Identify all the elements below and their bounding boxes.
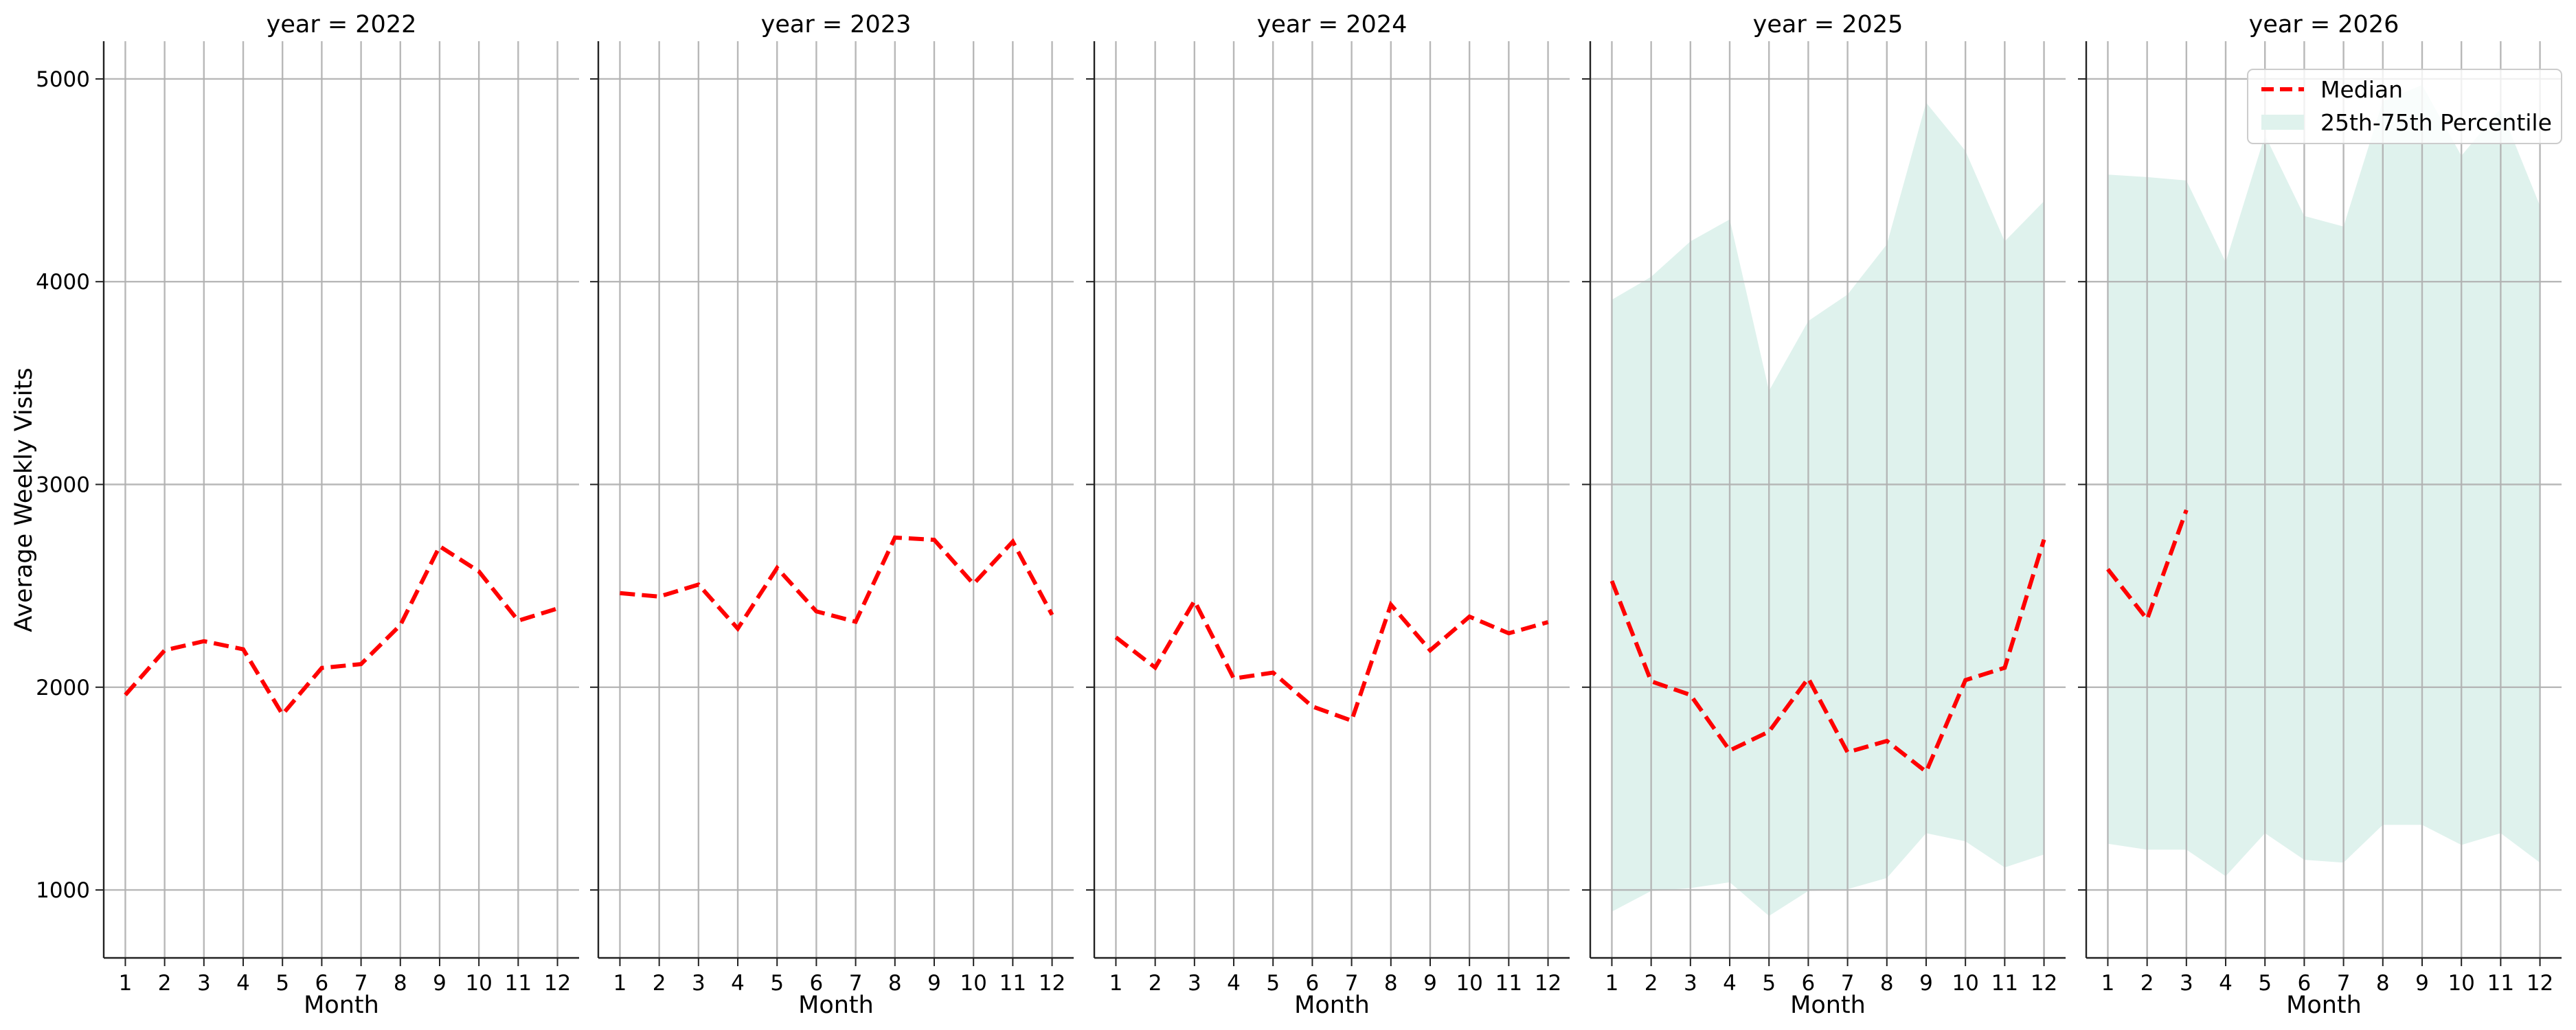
legend-band-label: 25th-75th Percentile: [2320, 109, 2552, 136]
x-tick-label: 2: [2140, 971, 2154, 996]
x-tick-label: 7: [1345, 971, 1359, 996]
x-tick-label: 7: [849, 971, 863, 996]
x-tick-label: 3: [692, 971, 705, 996]
y-tick-label: 1000: [36, 878, 90, 903]
y-tick-label: 4000: [36, 270, 90, 295]
x-tick-label: 1: [1109, 971, 1123, 996]
percentile-band: [1612, 102, 2044, 916]
x-tick-label: 12: [1039, 971, 1065, 996]
x-tick-label: 8: [394, 971, 407, 996]
x-tick-label: 4: [1723, 971, 1737, 996]
x-tick-label: 11: [2487, 971, 2514, 996]
y-tick-label: 5000: [36, 67, 90, 92]
x-tick-label: 4: [731, 971, 745, 996]
x-tick-label: 1: [2101, 971, 2115, 996]
x-tick-label: 11: [999, 971, 1026, 996]
x-tick-label: 6: [2298, 971, 2312, 996]
x-tick-label: 5: [1266, 971, 1280, 996]
x-tick-label: 3: [1188, 971, 1201, 996]
x-tick-label: 10: [465, 971, 492, 996]
x-tick-label: 6: [1306, 971, 1320, 996]
panel-title: year = 2023: [761, 11, 912, 38]
x-tick-label: 8: [1384, 971, 1398, 996]
panel-title: year = 2022: [267, 11, 417, 38]
x-tick-label: 10: [2448, 971, 2474, 996]
x-tick-label: 1: [1605, 971, 1619, 996]
x-tick-label: 9: [2415, 971, 2429, 996]
x-tick-label: 12: [2031, 971, 2057, 996]
median-line: [2106, 509, 2189, 623]
x-tick-label: 9: [1919, 971, 1933, 996]
x-tick-label: 4: [1227, 971, 1241, 996]
x-tick-label: 8: [1880, 971, 1894, 996]
x-tick-label: 2: [1645, 971, 1658, 996]
x-tick-label: 5: [2258, 971, 2272, 996]
median-line: [1609, 538, 2046, 775]
median-line: [1114, 596, 1549, 724]
y-tick-label: 2000: [36, 676, 90, 700]
legend-box: [2247, 69, 2562, 144]
median-line: [620, 535, 1054, 632]
x-tick-label: 9: [1423, 971, 1437, 996]
x-axis-label: Month: [304, 992, 379, 1019]
x-tick-label: 6: [1802, 971, 1816, 996]
x-tick-label: 7: [1841, 971, 1855, 996]
facet-panel-1: 1 2 3 4 5 6 7 8 9 10 11 1210002000300040005000year …: [36, 11, 579, 1019]
x-tick-label: 8: [888, 971, 902, 996]
x-tick-label: 5: [1762, 971, 1776, 996]
x-tick-label: 8: [2376, 971, 2390, 996]
x-tick-label: 3: [197, 971, 211, 996]
x-tick-label: 9: [433, 971, 447, 996]
x-tick-label: 1: [119, 971, 133, 996]
x-tick-label: 4: [236, 971, 250, 996]
x-tick-label: 11: [1991, 971, 2018, 996]
y-tick-label: 3000: [36, 473, 90, 498]
y-axis-label: Average Weekly Visits: [10, 367, 38, 632]
x-tick-label: 11: [505, 971, 532, 996]
x-tick-label: 12: [1535, 971, 1561, 996]
panel-title: year = 2025: [1753, 11, 1903, 38]
x-tick-label: 5: [770, 971, 784, 996]
x-tick-label: 7: [2337, 971, 2351, 996]
legend: Median 25th-75th Percentile: [2247, 69, 2562, 144]
x-tick-label: 5: [275, 971, 289, 996]
x-tick-label: 12: [2527, 971, 2553, 996]
x-axis-label: Month: [1294, 992, 1370, 1019]
median-line: [124, 543, 558, 718]
x-tick-label: 2: [158, 971, 172, 996]
x-tick-label: 2: [1149, 971, 1162, 996]
x-tick-label: 2: [653, 971, 666, 996]
x-axis-label: Month: [1790, 992, 1866, 1019]
x-axis-label: Month: [798, 992, 874, 1019]
x-tick-label: 3: [1684, 971, 1697, 996]
x-tick-label: 1: [613, 971, 627, 996]
x-axis-label: Month: [2286, 992, 2362, 1019]
x-tick-label: 10: [1952, 971, 1978, 996]
x-tick-label: 6: [315, 971, 329, 996]
legend-median-label: Median: [2320, 76, 2403, 103]
x-tick-label: 11: [1495, 971, 1522, 996]
percentile-band: [2108, 84, 2540, 876]
legend-band-swatch: [2261, 115, 2304, 130]
x-tick-label: 6: [810, 971, 824, 996]
x-tick-label: 12: [544, 971, 571, 996]
panel-title: year = 2026: [2249, 11, 2399, 38]
x-tick-label: 7: [354, 971, 368, 996]
x-tick-label: 10: [1456, 971, 1482, 996]
x-tick-label: 3: [2180, 971, 2193, 996]
x-tick-label: 9: [927, 971, 941, 996]
x-tick-label: 4: [2219, 971, 2233, 996]
panel-title: year = 2024: [1257, 11, 1408, 38]
x-tick-label: 10: [960, 971, 986, 996]
